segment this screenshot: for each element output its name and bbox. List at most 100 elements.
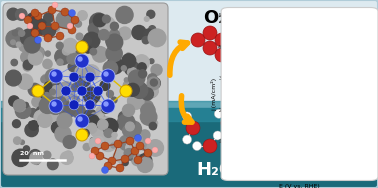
Circle shape xyxy=(45,82,59,96)
Circle shape xyxy=(62,98,68,105)
Circle shape xyxy=(110,22,118,30)
Circle shape xyxy=(28,83,41,96)
Circle shape xyxy=(102,15,110,23)
Circle shape xyxy=(149,122,156,130)
Circle shape xyxy=(57,82,75,100)
Legend: CuNCs, RuO₂, GS: CuNCs, RuO₂, GS xyxy=(235,18,263,37)
Circle shape xyxy=(12,30,18,36)
Circle shape xyxy=(106,34,119,47)
Circle shape xyxy=(138,70,147,78)
Circle shape xyxy=(145,138,151,144)
GS xyxy=(294,171,299,173)
Circle shape xyxy=(121,155,129,163)
Circle shape xyxy=(32,85,44,97)
Circle shape xyxy=(81,129,89,137)
Circle shape xyxy=(56,32,64,40)
Circle shape xyxy=(51,87,65,102)
Circle shape xyxy=(76,41,88,53)
Circle shape xyxy=(20,140,25,144)
Circle shape xyxy=(132,25,146,39)
Circle shape xyxy=(61,8,69,16)
Circle shape xyxy=(40,106,51,118)
Circle shape xyxy=(83,143,90,150)
Circle shape xyxy=(153,145,158,150)
Circle shape xyxy=(135,134,141,142)
Circle shape xyxy=(34,47,44,57)
Circle shape xyxy=(60,152,73,164)
Circle shape xyxy=(104,72,108,76)
Circle shape xyxy=(45,82,52,89)
Circle shape xyxy=(32,97,42,107)
Circle shape xyxy=(51,121,64,134)
Circle shape xyxy=(27,23,33,29)
Circle shape xyxy=(118,114,135,131)
Circle shape xyxy=(15,103,31,118)
Circle shape xyxy=(84,46,91,53)
Circle shape xyxy=(191,33,205,47)
Circle shape xyxy=(149,78,160,89)
Circle shape xyxy=(42,24,56,37)
Circle shape xyxy=(57,113,72,128)
Circle shape xyxy=(20,29,37,46)
Circle shape xyxy=(77,74,90,87)
Circle shape xyxy=(38,22,46,30)
RuO₂ xyxy=(361,44,366,46)
Circle shape xyxy=(111,143,116,148)
Circle shape xyxy=(29,121,39,130)
Circle shape xyxy=(24,37,40,53)
Circle shape xyxy=(90,121,108,138)
Circle shape xyxy=(78,11,87,20)
Circle shape xyxy=(183,135,192,144)
Circle shape xyxy=(41,76,48,83)
Text: 20  nm: 20 nm xyxy=(20,151,44,156)
Circle shape xyxy=(19,41,29,52)
Circle shape xyxy=(147,140,164,156)
Circle shape xyxy=(140,109,157,125)
Circle shape xyxy=(23,146,29,152)
Circle shape xyxy=(45,69,60,83)
Text: H₂O: H₂O xyxy=(196,161,234,179)
Circle shape xyxy=(102,118,118,134)
Circle shape xyxy=(62,88,71,97)
Circle shape xyxy=(144,149,152,157)
Circle shape xyxy=(16,42,21,47)
Circle shape xyxy=(102,167,108,174)
Circle shape xyxy=(39,90,44,95)
Circle shape xyxy=(101,69,115,83)
Circle shape xyxy=(63,38,77,53)
Circle shape xyxy=(96,152,104,160)
Circle shape xyxy=(113,153,118,158)
Circle shape xyxy=(227,41,241,55)
Circle shape xyxy=(62,47,70,55)
Circle shape xyxy=(48,6,56,14)
Circle shape xyxy=(80,37,94,52)
Circle shape xyxy=(72,73,77,77)
Circle shape xyxy=(203,139,217,153)
Circle shape xyxy=(132,154,143,166)
Circle shape xyxy=(104,102,108,106)
Circle shape xyxy=(33,155,37,160)
Circle shape xyxy=(29,122,33,126)
Circle shape xyxy=(25,123,38,137)
Circle shape xyxy=(67,53,78,64)
Circle shape xyxy=(215,48,229,62)
Circle shape xyxy=(43,92,51,100)
Circle shape xyxy=(43,151,51,159)
Line: RuO₂: RuO₂ xyxy=(232,34,367,173)
Circle shape xyxy=(82,90,86,95)
Circle shape xyxy=(63,136,76,149)
Circle shape xyxy=(186,121,200,135)
Circle shape xyxy=(132,138,136,142)
Circle shape xyxy=(136,142,144,150)
FancyArrowPatch shape xyxy=(181,96,192,122)
Circle shape xyxy=(47,98,64,114)
Circle shape xyxy=(147,86,158,97)
Circle shape xyxy=(111,97,117,103)
Circle shape xyxy=(104,129,113,137)
Circle shape xyxy=(142,36,149,44)
Circle shape xyxy=(116,6,133,24)
Circle shape xyxy=(24,16,32,24)
Line: GS: GS xyxy=(232,155,367,173)
Circle shape xyxy=(99,30,109,40)
Circle shape xyxy=(89,153,95,159)
